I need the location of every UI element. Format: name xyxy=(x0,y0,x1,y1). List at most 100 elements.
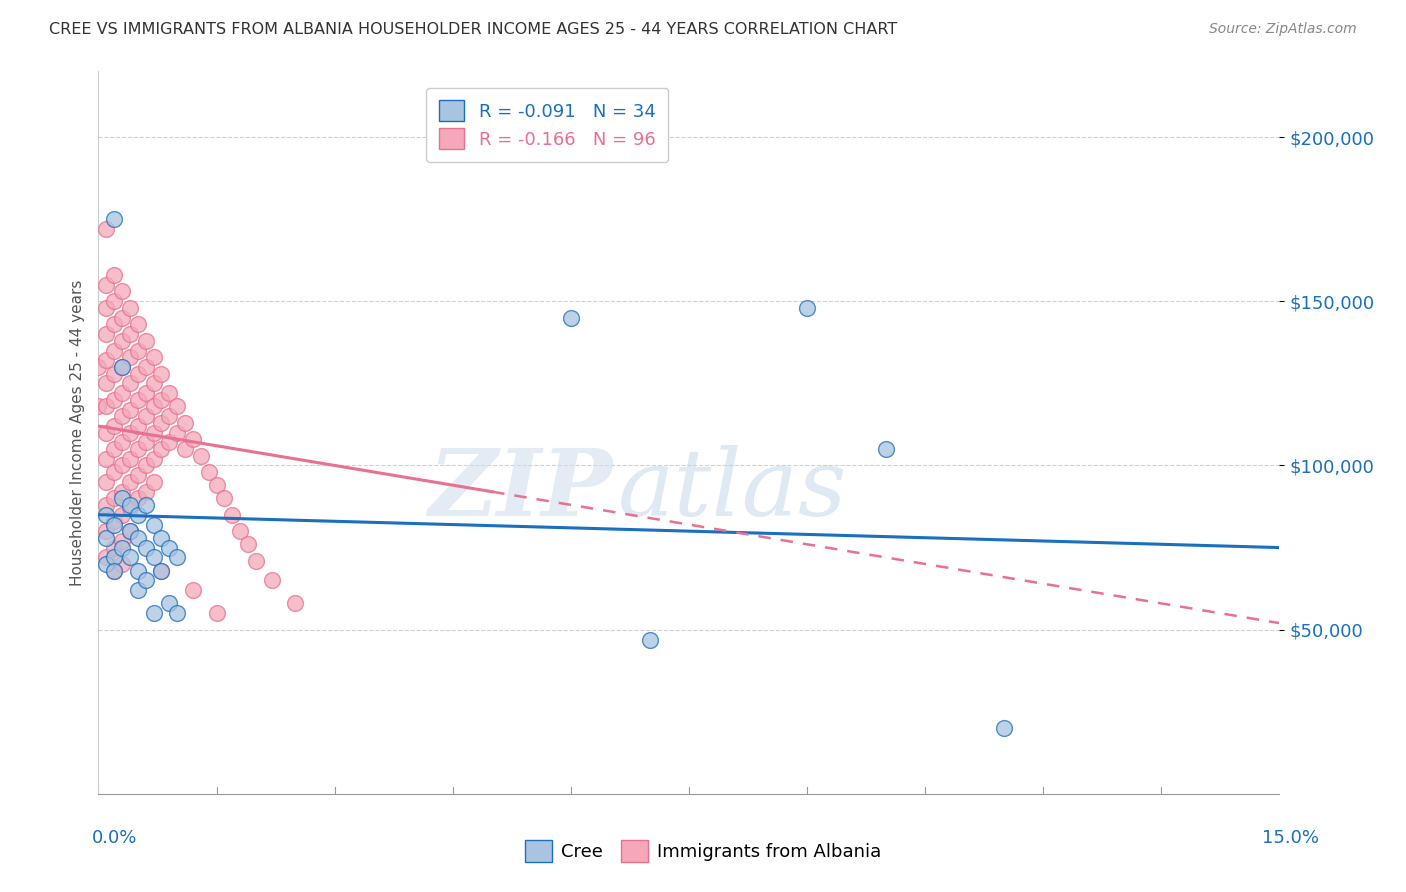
Point xyxy=(111,484,134,499)
Point xyxy=(197,465,219,479)
Point xyxy=(796,301,818,315)
Point xyxy=(96,425,118,440)
Point xyxy=(135,359,157,374)
Point xyxy=(96,498,118,512)
Point xyxy=(96,531,118,545)
Point xyxy=(229,524,252,538)
Point xyxy=(118,475,141,489)
Point xyxy=(127,392,149,407)
Point xyxy=(166,550,188,565)
Point xyxy=(103,318,125,332)
Point xyxy=(111,359,134,374)
Point xyxy=(103,212,125,227)
Point xyxy=(135,435,157,450)
Point xyxy=(96,327,118,342)
Text: 15.0%: 15.0% xyxy=(1261,829,1319,847)
Point xyxy=(103,465,125,479)
Point xyxy=(135,458,157,473)
Point xyxy=(157,409,180,424)
Point xyxy=(245,554,267,568)
Y-axis label: Householder Income Ages 25 - 44 years: Householder Income Ages 25 - 44 years xyxy=(69,279,84,586)
Point xyxy=(103,514,125,528)
Point xyxy=(142,550,165,565)
Point xyxy=(166,425,188,440)
Point xyxy=(135,409,157,424)
Point xyxy=(875,442,897,456)
Point xyxy=(190,449,212,463)
Point xyxy=(111,533,134,548)
Point xyxy=(118,550,141,565)
Point xyxy=(205,607,228,621)
Text: 0.0%: 0.0% xyxy=(91,829,136,847)
Point xyxy=(205,478,228,492)
Point xyxy=(111,310,134,325)
Point xyxy=(135,334,157,348)
Point xyxy=(103,392,125,407)
Point xyxy=(103,564,125,578)
Legend: Cree, Immigrants from Albania: Cree, Immigrants from Albania xyxy=(517,833,889,870)
Text: CREE VS IMMIGRANTS FROM ALBANIA HOUSEHOLDER INCOME AGES 25 - 44 YEARS CORRELATIO: CREE VS IMMIGRANTS FROM ALBANIA HOUSEHOL… xyxy=(49,22,897,37)
Point xyxy=(142,376,165,391)
Point xyxy=(118,501,141,516)
Point xyxy=(111,285,134,299)
Point xyxy=(127,531,149,545)
Point xyxy=(993,721,1015,735)
Point xyxy=(96,301,118,315)
Point xyxy=(150,531,173,545)
Point xyxy=(96,222,118,236)
Text: ZIP: ZIP xyxy=(427,445,612,535)
Point xyxy=(181,432,204,446)
Point xyxy=(103,268,125,282)
Point xyxy=(166,400,188,414)
Point xyxy=(142,451,165,466)
Point xyxy=(638,632,661,647)
Point xyxy=(103,550,125,565)
Point xyxy=(174,442,197,456)
Point xyxy=(150,442,173,456)
Point xyxy=(135,541,157,555)
Point xyxy=(127,491,149,506)
Point xyxy=(135,386,157,401)
Point xyxy=(96,557,118,571)
Point xyxy=(214,491,236,506)
Point xyxy=(96,353,118,368)
Point xyxy=(96,508,118,522)
Point xyxy=(118,376,141,391)
Point xyxy=(96,475,118,489)
Point xyxy=(111,541,134,555)
Point xyxy=(150,416,173,430)
Point xyxy=(118,402,141,417)
Point xyxy=(127,508,149,522)
Point xyxy=(157,541,180,555)
Point xyxy=(560,310,582,325)
Point xyxy=(260,574,283,588)
Point xyxy=(103,343,125,358)
Point xyxy=(103,491,125,506)
Point xyxy=(87,400,110,414)
Point xyxy=(103,564,125,578)
Point xyxy=(150,392,173,407)
Point xyxy=(96,550,118,565)
Point xyxy=(284,596,307,610)
Point xyxy=(111,435,134,450)
Point xyxy=(118,524,141,538)
Point xyxy=(96,524,118,538)
Point xyxy=(150,564,173,578)
Point xyxy=(142,350,165,364)
Point xyxy=(127,564,149,578)
Point xyxy=(135,498,157,512)
Point xyxy=(142,425,165,440)
Point xyxy=(142,400,165,414)
Point xyxy=(118,498,141,512)
Point xyxy=(96,277,118,292)
Point xyxy=(118,425,141,440)
Point xyxy=(118,327,141,342)
Point xyxy=(111,508,134,522)
Point xyxy=(118,451,141,466)
Point xyxy=(96,451,118,466)
Point xyxy=(103,442,125,456)
Text: Source: ZipAtlas.com: Source: ZipAtlas.com xyxy=(1209,22,1357,37)
Point xyxy=(118,524,141,538)
Point xyxy=(103,541,125,555)
Point xyxy=(111,557,134,571)
